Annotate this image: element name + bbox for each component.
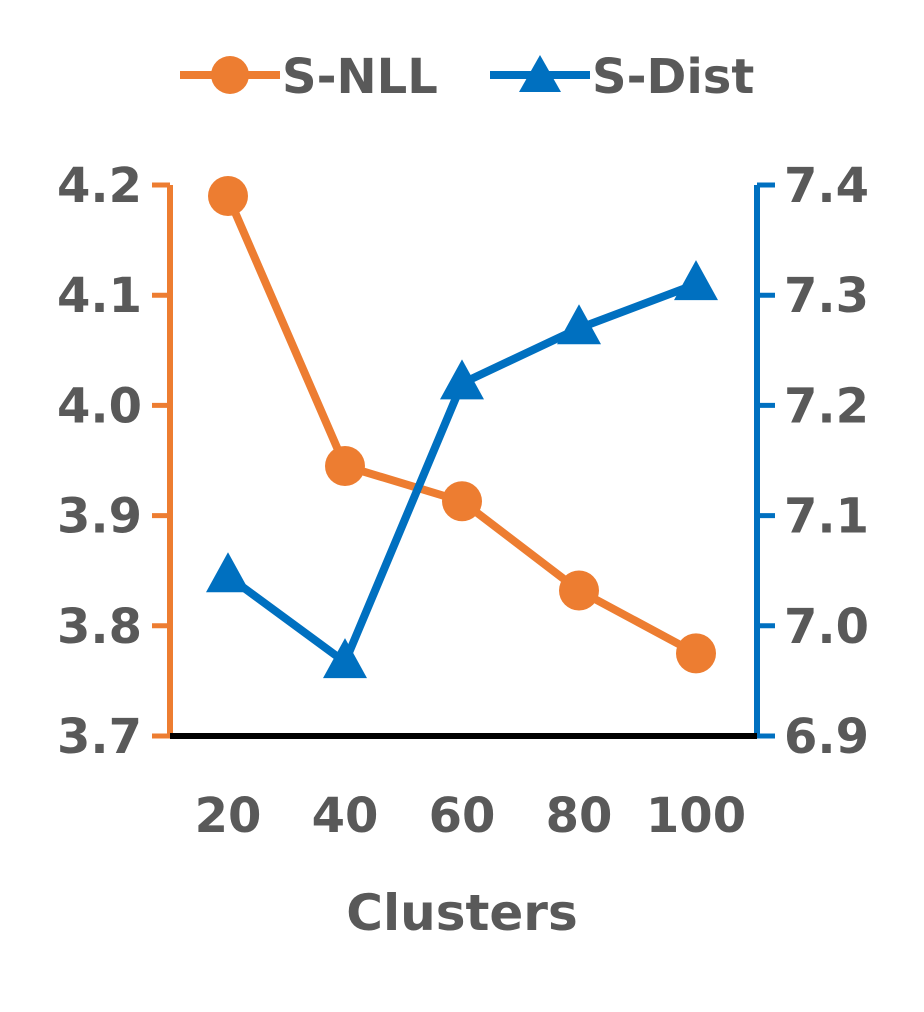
- data-point-s-nll[interactable]: [208, 176, 248, 217]
- left-y-tick-label: 3.9: [57, 489, 142, 545]
- x-tick-label: 40: [312, 788, 379, 844]
- legend: S-NLL S-Dist: [180, 49, 754, 105]
- x-tick-label: 60: [429, 788, 496, 844]
- x-axis-title: Clusters: [346, 884, 577, 942]
- data-point-s-nll[interactable]: [325, 446, 365, 487]
- left-y-tick-label: 4.1: [57, 268, 142, 324]
- right-y-tick-label: 7.1: [784, 489, 869, 545]
- left-y-tick-label: 4.2: [57, 158, 142, 214]
- series-layer: [206, 176, 718, 679]
- right-y-tick-label: 7.4: [784, 158, 869, 214]
- data-point-s-dist[interactable]: [557, 304, 601, 345]
- data-point-s-nll[interactable]: [442, 481, 482, 522]
- axes: 3.7 3.8 3.9 4.0 4.1 4.2 6.9 7.0 7.1 7.2 7.3 7.4 20 40…: [57, 158, 869, 844]
- data-point-s-dist[interactable]: [674, 260, 718, 301]
- right-y-tick-label: 7.3: [784, 268, 869, 324]
- right-y-tick-label: 7.0: [784, 599, 869, 655]
- left-y-tick-label: 3.8: [57, 599, 142, 655]
- data-point-s-dist[interactable]: [206, 552, 250, 593]
- data-point-s-nll[interactable]: [559, 570, 599, 611]
- left-y-tick-label: 4.0: [57, 378, 142, 434]
- series-line-s-nll: [224, 194, 698, 657]
- x-tick-label: 100: [646, 788, 746, 844]
- data-point-s-nll[interactable]: [676, 633, 716, 674]
- legend-marker-s-dist: [519, 55, 561, 92]
- data-point-s-dist[interactable]: [440, 359, 484, 400]
- legend-marker-s-nll: [211, 56, 249, 94]
- right-y-tick-label: 6.9: [784, 709, 869, 765]
- legend-label-s-dist: S-Dist: [592, 49, 754, 105]
- right-y-tick-label: 7.2: [784, 378, 869, 434]
- legend-item-s-nll[interactable]: S-NLL: [180, 49, 438, 105]
- x-tick-label: 20: [195, 788, 262, 844]
- left-y-tick-label: 3.7: [57, 709, 142, 765]
- x-tick-label: 80: [546, 788, 613, 844]
- series-line-s-dist: [225, 280, 698, 667]
- data-point-s-dist[interactable]: [323, 638, 367, 679]
- legend-label-s-nll: S-NLL: [282, 49, 438, 105]
- legend-item-s-dist[interactable]: S-Dist: [490, 49, 754, 105]
